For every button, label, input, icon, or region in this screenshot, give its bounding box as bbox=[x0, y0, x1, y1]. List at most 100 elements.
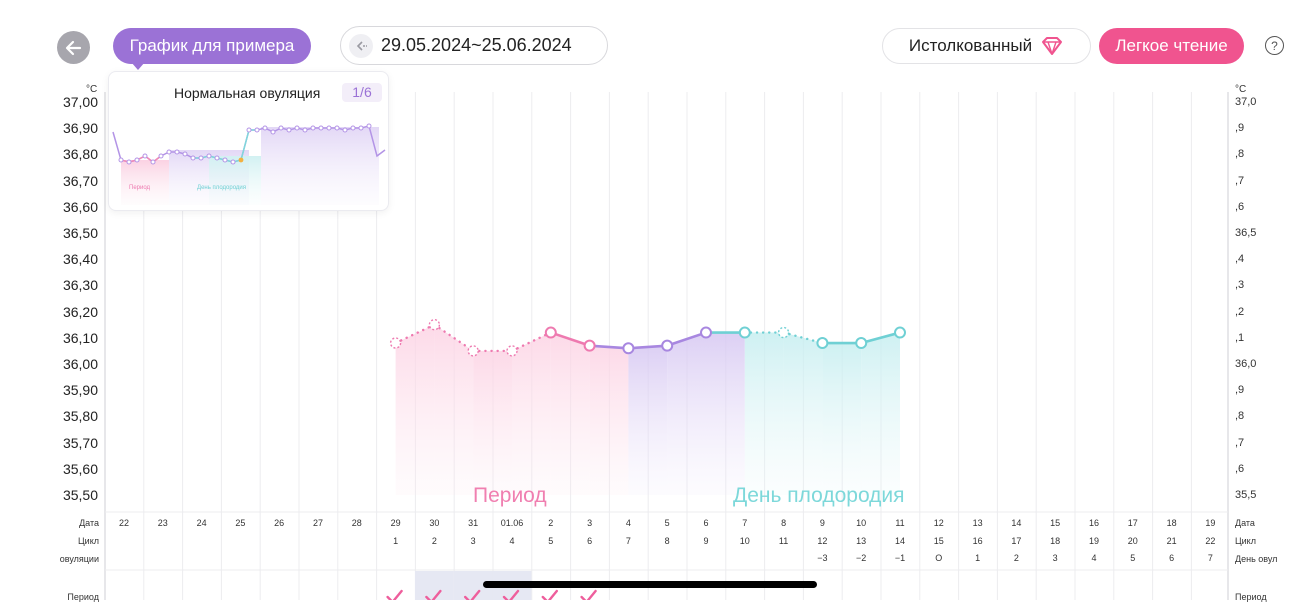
cycle-cell: 9 bbox=[703, 536, 709, 546]
period-band bbox=[415, 571, 454, 600]
date-cell: 18 bbox=[1166, 518, 1177, 528]
date-cell: 29 bbox=[390, 518, 401, 528]
ovulation-cell: −3 bbox=[817, 553, 828, 563]
phase-area bbox=[395, 324, 435, 495]
temperature-segment bbox=[510, 331, 552, 353]
ovulation-cell: −2 bbox=[856, 553, 867, 563]
date-cell: 31 bbox=[468, 518, 479, 528]
right-axis-tick: ,2 bbox=[1235, 305, 1245, 318]
diamond-icon bbox=[1042, 37, 1063, 55]
right-axis-tick: ,4 bbox=[1235, 253, 1245, 266]
popup-title: Нормальная овуляция bbox=[174, 85, 321, 101]
temperature-point bbox=[816, 337, 829, 350]
temperature-point bbox=[777, 326, 790, 339]
temperature-point bbox=[389, 337, 402, 349]
cycle-row-label: Цикл bbox=[78, 536, 99, 546]
ovulation-cell: 1 bbox=[975, 553, 981, 563]
date-cell: 7 bbox=[742, 518, 748, 528]
phase-area bbox=[550, 332, 590, 495]
cycle-cell: 2 bbox=[431, 536, 437, 546]
interpreted-label: Истолкованный bbox=[908, 36, 1033, 55]
temperature-segment bbox=[859, 331, 902, 345]
temperature-point bbox=[583, 339, 596, 352]
back-button[interactable] bbox=[57, 31, 90, 64]
cycle-cell: 19 bbox=[1088, 536, 1099, 546]
ovulation-row-label: овуляции bbox=[59, 554, 99, 564]
right-axis-tick: ,7 bbox=[1235, 436, 1245, 449]
phase-area bbox=[861, 332, 900, 495]
cycle-cell: 20 bbox=[1127, 536, 1138, 546]
temperature-lines bbox=[394, 323, 902, 353]
help-icon[interactable]: ? bbox=[1265, 36, 1284, 55]
date-range-text: 29.05.2024~25.06.2024 bbox=[381, 35, 572, 55]
cycle-cell: 18 bbox=[1050, 536, 1061, 546]
phase-area bbox=[783, 332, 823, 495]
temperature-segment bbox=[665, 331, 708, 347]
left-axis-tick: 36,10 bbox=[62, 329, 98, 346]
ovulation-cell: −1 bbox=[894, 553, 906, 563]
date-cell: 10 bbox=[856, 518, 867, 528]
sample-chart-button[interactable]: График для примера bbox=[113, 28, 311, 64]
ovulation-cell: 6 bbox=[1169, 553, 1175, 563]
date-row-label: Дата bbox=[79, 518, 99, 528]
date-cell: 19 bbox=[1205, 518, 1216, 528]
cycle-cell: 21 bbox=[1166, 536, 1177, 546]
scroll-handle[interactable] bbox=[483, 581, 817, 588]
left-axis-tick: 36,50 bbox=[62, 225, 98, 241]
check-icon bbox=[502, 589, 520, 600]
temperature-point bbox=[700, 326, 712, 339]
cycle-cell: 5 bbox=[548, 536, 554, 546]
phase-area bbox=[706, 332, 745, 495]
right-axis-tick: 36,0 bbox=[1235, 358, 1257, 370]
interpreted-toggle[interactable]: Истолкованный bbox=[882, 28, 1091, 64]
temperature-point bbox=[506, 345, 518, 357]
date-cell: 9 bbox=[819, 518, 825, 528]
temperature-point bbox=[544, 326, 557, 339]
date-range-selector[interactable]: 29.05.2024~25.06.2024 bbox=[340, 26, 608, 65]
date-cell: 14 bbox=[1011, 518, 1022, 528]
ovulation-cell: 4 bbox=[1091, 553, 1097, 563]
left-axis-tick: 36,90 bbox=[62, 120, 98, 137]
fertile-zone-label: День плодородия bbox=[733, 484, 905, 507]
easy-read-button[interactable]: Легкое чтение bbox=[1099, 28, 1244, 64]
temperature-point bbox=[855, 337, 868, 350]
phase-area bbox=[628, 345, 668, 495]
right-axis-tick: 37,0 bbox=[1235, 96, 1257, 108]
cycle-cell: 6 bbox=[587, 536, 593, 546]
temperature-point bbox=[661, 339, 674, 352]
date-cell: 23 bbox=[157, 518, 168, 528]
left-axis-tick: 36,70 bbox=[62, 172, 98, 189]
ovulation-cell: 3 bbox=[1052, 553, 1058, 563]
popup-fertile-label: День плодородия bbox=[197, 185, 247, 191]
temperature-segment bbox=[588, 344, 630, 350]
date-cell: 15 bbox=[1050, 518, 1061, 528]
temperature-point bbox=[738, 326, 751, 339]
example-mini-chart bbox=[112, 123, 386, 205]
right-axis-tick: 36,5 bbox=[1235, 227, 1257, 239]
ovulation-cell: O bbox=[935, 553, 943, 563]
left-axis-tick: 36,00 bbox=[62, 356, 98, 372]
date-cell: 30 bbox=[429, 518, 440, 528]
right-axis-tick: ,8 bbox=[1235, 148, 1245, 161]
date-row-label-right: Дата bbox=[1235, 518, 1255, 528]
date-cell: 12 bbox=[933, 518, 944, 528]
check-icon bbox=[386, 589, 403, 600]
temperature-segment bbox=[627, 344, 669, 350]
temperature-segment bbox=[394, 323, 436, 345]
check-icon bbox=[464, 589, 481, 600]
date-cell: 24 bbox=[196, 518, 207, 528]
date-cell: 26 bbox=[274, 518, 285, 528]
cycle-cell: 8 bbox=[664, 536, 670, 546]
right-axis-tick: ,3 bbox=[1235, 279, 1245, 292]
date-cell: 01.06 bbox=[500, 518, 524, 528]
left-axis-tick: 36,60 bbox=[62, 198, 98, 215]
date-cell: 13 bbox=[972, 518, 983, 528]
check-icon bbox=[425, 589, 442, 600]
calendar-back-icon[interactable] bbox=[349, 33, 373, 58]
right-axis-tick: ,6 bbox=[1235, 462, 1245, 475]
temperature-point bbox=[622, 342, 635, 355]
popup-page-indicator: 1/6 bbox=[342, 83, 382, 102]
example-chart-popup[interactable]: Нормальная овуляция 1/6 Период День плод… bbox=[108, 71, 389, 211]
cycle-cell: 12 bbox=[817, 536, 828, 546]
popup-period-label: Период bbox=[129, 185, 151, 191]
